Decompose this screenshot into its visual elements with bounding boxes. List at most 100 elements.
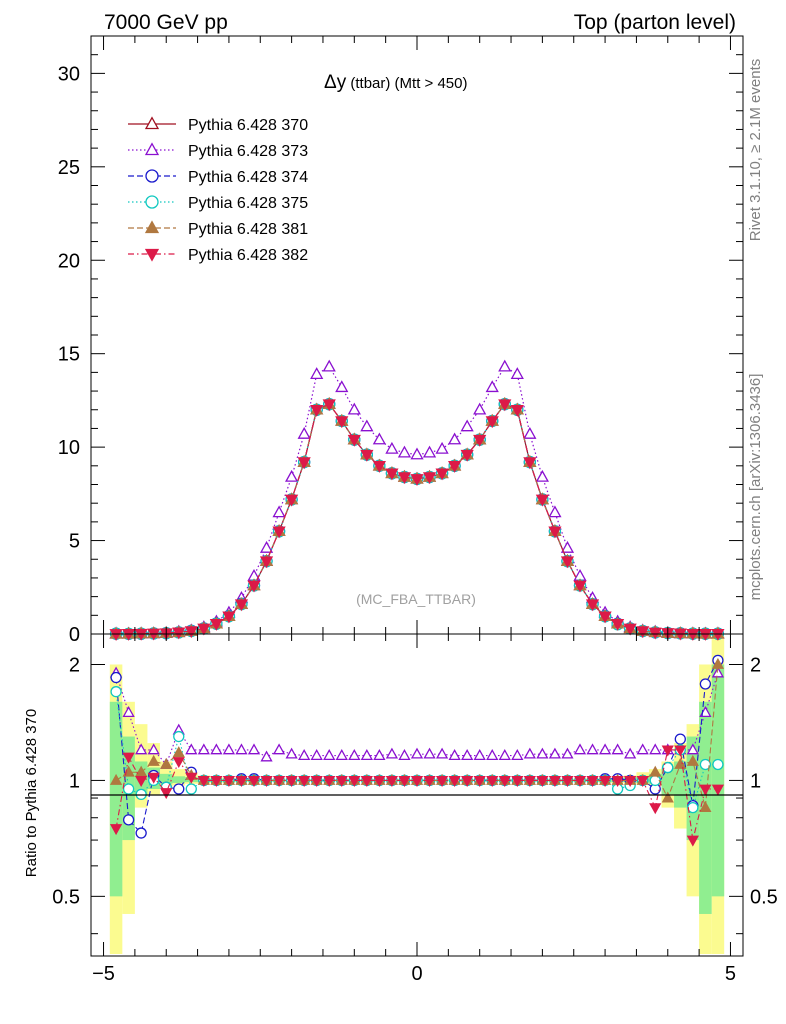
ratio-data-point	[398, 749, 411, 760]
ratio-data-point	[260, 750, 273, 762]
ratio-data-point	[423, 747, 436, 759]
ratio-data-point	[498, 776, 511, 788]
ratio-data-point	[511, 776, 524, 788]
plot-title: Δy (ttbar) (Mtt > 450)	[324, 72, 468, 93]
ratio-data-point	[335, 749, 348, 760]
ratio-tick-label-right: 0.5	[750, 886, 778, 908]
ratio-data-point	[185, 783, 197, 795]
data-point	[310, 404, 324, 417]
legend-item: Pythia 6.428 382	[128, 247, 308, 264]
ratio-data-point	[548, 747, 562, 759]
ratio-data-point	[711, 784, 725, 796]
ratio-data-point	[536, 747, 549, 759]
rivet-version-label: Rivet 3.1.10, ≥ 2.1M events	[747, 59, 764, 242]
data-point	[498, 359, 512, 372]
process-label: Top (parton level)	[574, 11, 736, 34]
uncertainty-band-green	[172, 776, 186, 783]
data-point	[473, 434, 487, 447]
y-tick-label: 15	[58, 344, 80, 366]
data-point	[410, 447, 424, 460]
ratio-data-point	[385, 776, 399, 788]
ratio-data-point	[711, 657, 725, 669]
data-point	[222, 611, 236, 624]
data-point	[360, 449, 374, 462]
data-point	[510, 367, 524, 380]
legend-marker	[145, 169, 159, 183]
ratio-data-point	[172, 746, 185, 758]
data-point	[435, 468, 449, 481]
data-point	[535, 494, 549, 507]
ratio-data-point	[712, 758, 724, 771]
data-point	[460, 419, 474, 432]
ratio-tick-label-left: 1	[69, 770, 80, 792]
legend-marker	[144, 116, 160, 130]
ratio-data-point	[573, 776, 587, 788]
ratio-data-point	[448, 749, 461, 760]
legend-label: Pythia 6.428 374	[188, 169, 308, 186]
ratio-data-point	[486, 749, 499, 760]
data-point	[422, 472, 437, 485]
ratio-data-point	[435, 747, 449, 759]
ratio-data-point	[649, 743, 662, 755]
ratio-tick-label-left: 0.5	[52, 886, 80, 908]
ratio-data-point	[686, 835, 699, 847]
ratio-data-point	[498, 749, 511, 760]
uncertainty-band-green	[711, 664, 725, 897]
analysis-watermark: (MC_FBA_TTBAR)	[356, 591, 476, 607]
ratio-data-point	[173, 730, 185, 743]
ratio-data-point	[147, 772, 160, 784]
y-tick-label: 30	[58, 63, 80, 85]
data-point	[385, 441, 399, 454]
ratio-data-point	[360, 749, 373, 760]
ratio-data-point	[135, 765, 148, 777]
ratio-tick-label-left: 2	[69, 654, 80, 676]
y-tick-label: 0	[69, 624, 80, 646]
x-tick-label: 5	[725, 963, 736, 985]
ratio-data-point	[636, 743, 649, 755]
data-point	[297, 426, 311, 439]
ratio-data-point	[423, 776, 436, 788]
data-point	[122, 629, 136, 641]
data-point	[322, 359, 336, 372]
ratio-data-point	[109, 824, 123, 836]
data-point	[209, 618, 223, 631]
uncertainty-band-green	[159, 773, 173, 784]
data-point	[523, 457, 537, 470]
data-point	[197, 623, 211, 636]
ratio-data-point	[272, 743, 286, 755]
uncertainty-band-green	[661, 767, 675, 795]
data-point	[397, 472, 412, 485]
data-point	[498, 399, 512, 412]
ratio-data-point	[410, 747, 424, 759]
legend-marker	[144, 220, 160, 234]
ratio-data-point	[649, 765, 662, 777]
ratio-data-point	[285, 776, 298, 788]
ratio-data-point	[511, 749, 524, 760]
energy-label: 7000 GeV pp	[104, 11, 228, 34]
title-rest: (ttbar) (Mtt > 450)	[346, 75, 467, 92]
ratio-data-point	[298, 749, 311, 760]
ratio-data-point	[636, 776, 649, 788]
data-point	[272, 505, 286, 518]
data-point	[585, 599, 600, 612]
data-point	[372, 432, 386, 445]
ratio-data-point	[711, 666, 725, 678]
data-point	[711, 629, 725, 641]
ratio-data-point	[611, 776, 624, 788]
data-point	[448, 432, 462, 445]
ratio-data-point	[335, 776, 348, 788]
ratio-data-point	[674, 733, 686, 745]
ratio-data-point	[435, 776, 449, 788]
data-point	[347, 434, 361, 447]
ratio-data-point	[235, 776, 248, 788]
data-point	[573, 580, 587, 593]
ratio-data-point	[385, 747, 399, 759]
ratio-data-point	[185, 743, 198, 755]
ratio-data-point	[674, 757, 687, 769]
legend-label: Pythia 6.428 382	[188, 247, 308, 264]
x-tick-label: 0	[411, 963, 422, 985]
ratio-data-point	[348, 776, 361, 788]
ratio-data-point	[598, 743, 612, 755]
data-point	[172, 627, 186, 640]
